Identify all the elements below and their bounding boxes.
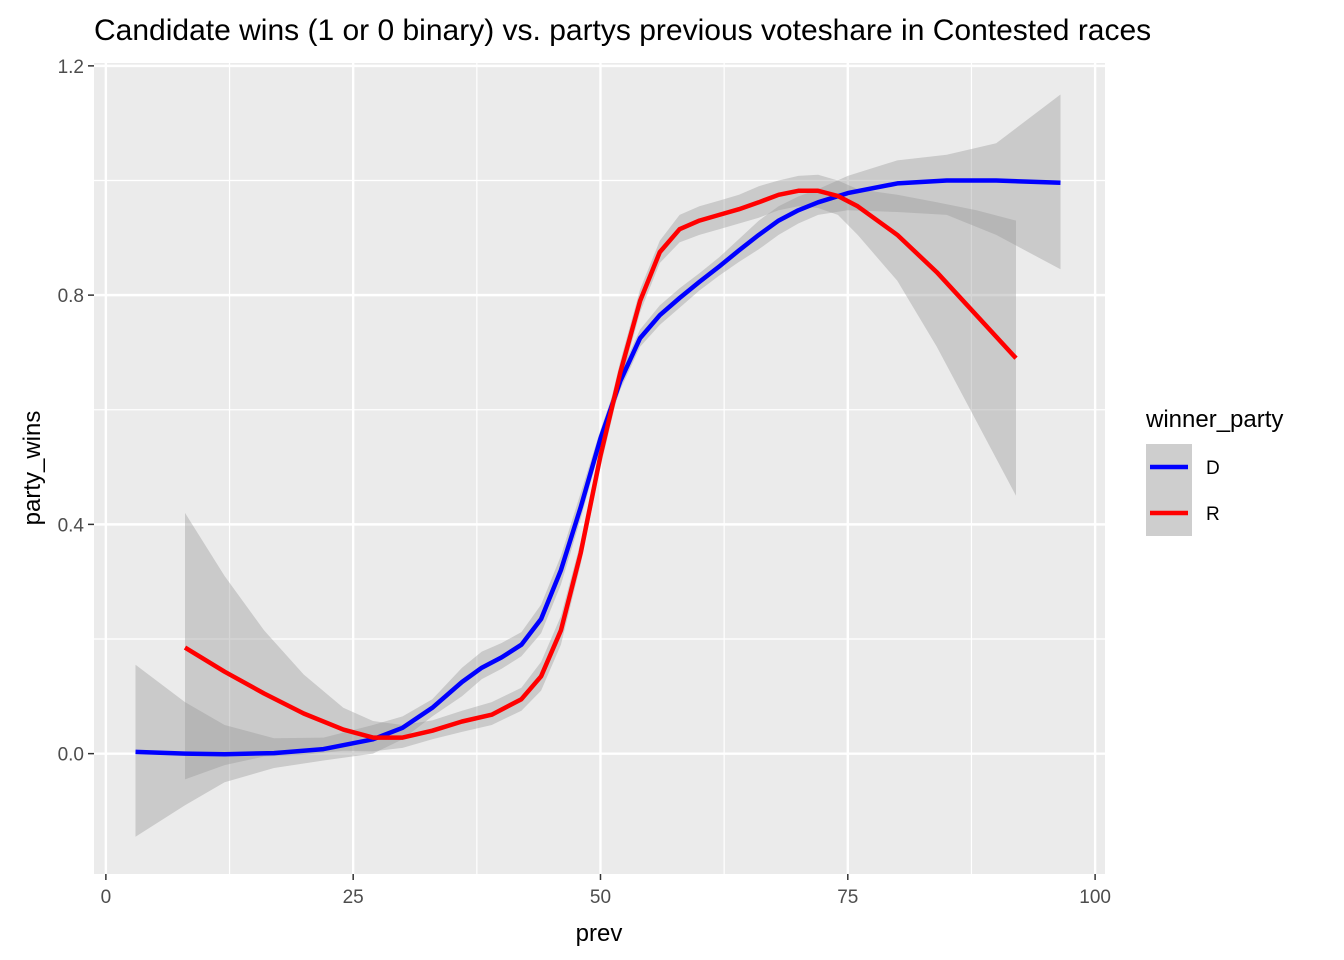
- x-tick-label: 50: [590, 887, 611, 908]
- legend-label-D: D: [1206, 458, 1220, 479]
- y-tick-label: 0.8: [58, 286, 84, 307]
- x-tick-label: 0: [101, 887, 112, 908]
- ribbon-R: [185, 174, 1016, 780]
- x-axis: 0 25 50 75 100: [101, 874, 1111, 908]
- x-axis-title: prev: [576, 920, 623, 947]
- ribbon-D: [135, 94, 1061, 837]
- legend-label-R: R: [1206, 504, 1220, 525]
- x-tick-label: 100: [1079, 887, 1111, 908]
- chart-title: Candidate wins (1 or 0 binary) vs. party…: [94, 14, 1151, 47]
- confidence-ribbons: [135, 94, 1061, 837]
- legend-title: winner_party: [1145, 406, 1283, 433]
- smooth-lines: [135, 178, 1061, 757]
- grid-lines: [94, 63, 1105, 874]
- y-axis-title: party_wins: [19, 411, 46, 526]
- y-tick-label: 1.2: [58, 57, 84, 78]
- y-tick-label: 0.0: [58, 745, 84, 766]
- y-axis: 0.0 0.4 0.8 1.2: [58, 57, 94, 766]
- x-tick-label: 25: [343, 887, 364, 908]
- legend: winner_party D R: [1145, 406, 1283, 536]
- x-tick-label: 75: [837, 887, 858, 908]
- y-tick-label: 0.4: [58, 515, 85, 536]
- line-R: [183, 188, 1018, 740]
